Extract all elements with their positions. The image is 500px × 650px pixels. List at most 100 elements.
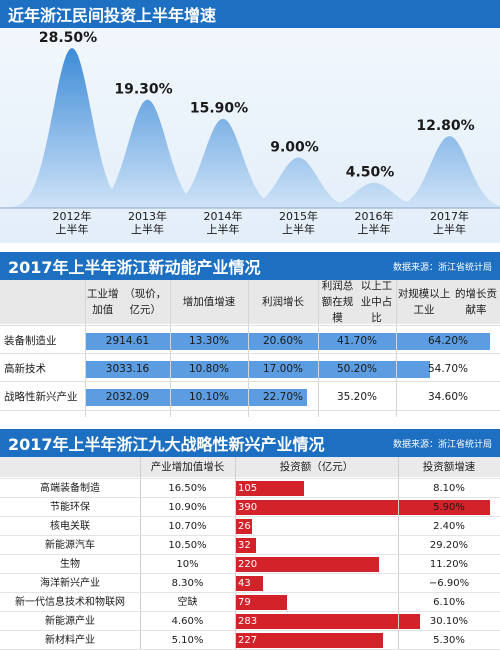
table-row: 生物 10% 220 11.20% xyxy=(0,555,500,574)
investment-bar xyxy=(235,576,264,591)
industry-name: 海洋新兴产业 xyxy=(40,578,100,589)
row-label: 装备制造业 xyxy=(4,335,57,347)
table-cell: 10.80% xyxy=(188,363,230,375)
column-header: 产业增加值增长 xyxy=(140,457,235,477)
table-cell: 34.60% xyxy=(427,391,469,403)
row-bar xyxy=(85,389,308,406)
column-header-text: （现价，亿元） xyxy=(124,288,167,316)
industry-name: 节能环保 xyxy=(50,502,90,513)
table-cell: 3033.16 xyxy=(105,363,150,375)
investment-value: 390 xyxy=(238,502,258,513)
column-header-text: 增加值增速 xyxy=(182,296,236,308)
column-divider xyxy=(398,457,399,650)
table-row: 核电关联 10.70% 26 2.40% xyxy=(0,517,500,536)
value-added-growth: 10% xyxy=(176,559,199,570)
column-header-text: 对规模以上工业 xyxy=(397,288,451,316)
x-tick-label: 上半年 xyxy=(282,222,315,236)
investment-growth: 8.10% xyxy=(433,483,465,494)
investment-value: 105 xyxy=(238,483,258,494)
table-header-row: 工业增加值 （现价，亿元） 增加值增速 利润增长 利润总额在规模 以上工业中占比 对规模以上… xyxy=(0,280,500,324)
row-divider xyxy=(0,630,500,631)
table-cell: 20.60% xyxy=(262,335,304,347)
column-header: 利润总额在规模 以上工业中占比 xyxy=(318,280,396,324)
column-header-text: 利润增长 xyxy=(262,296,304,308)
table-cell: 54.70% xyxy=(427,363,469,375)
column-header-text: 利润总额在规模 xyxy=(321,280,354,324)
x-tick-label: 2016年 xyxy=(355,209,394,223)
investment-value: 283 xyxy=(238,616,258,627)
row-divider xyxy=(0,325,500,326)
investment-bar xyxy=(235,614,421,629)
row-bar xyxy=(85,361,431,378)
value-added-growth: 10.90% xyxy=(168,502,207,513)
table-cell: 22.70% xyxy=(262,391,304,403)
row-divider xyxy=(0,381,500,382)
new-momentum-header: 2017年上半年浙江新动能产业情况 数据来源：浙江省统计局 xyxy=(0,252,500,280)
investment-bar xyxy=(235,633,384,648)
table-cell: 35.20% xyxy=(336,391,378,403)
row-divider xyxy=(0,410,500,411)
x-tick-label: 上半年 xyxy=(207,222,240,236)
x-tick-label: 上半年 xyxy=(131,222,164,236)
x-tick-label: 2017年 xyxy=(430,209,469,223)
investment-value: 79 xyxy=(238,597,251,608)
investment-growth: 6.10% xyxy=(433,597,465,608)
column-header: 增加值增速 xyxy=(170,280,248,324)
row-divider xyxy=(0,353,500,354)
row-divider xyxy=(0,554,500,555)
growth-area-series xyxy=(0,48,500,208)
investment-growth: 29.20% xyxy=(429,540,469,551)
industry-name: 新能源产业 xyxy=(45,616,95,627)
investment-value: 43 xyxy=(238,578,251,589)
column-divider xyxy=(170,280,171,417)
table-row: 高端装备制造 16.50% 105 8.10% xyxy=(0,479,500,498)
row-divider xyxy=(0,592,500,593)
column-divider xyxy=(396,280,397,417)
column-header: 投资额（亿元） xyxy=(235,457,398,477)
investment-growth: −6.90% xyxy=(428,578,470,589)
row-divider xyxy=(0,573,500,574)
row-label: 高新技术 xyxy=(4,363,46,375)
table-row: 海洋新兴产业 8.30% 43 −6.90% xyxy=(0,574,500,593)
investment-value: 26 xyxy=(238,521,251,532)
x-tick-label: 上半年 xyxy=(358,222,391,236)
column-divider xyxy=(248,280,249,417)
data-label: 15.90% xyxy=(190,101,248,117)
column-header-text: 工业增加值 xyxy=(86,288,119,316)
table-cell: 13.30% xyxy=(188,335,230,347)
data-label: 9.00% xyxy=(270,139,319,155)
table-row: 装备制造业 2914.61 13.30% 20.60% 41.70% 64.20% xyxy=(0,326,500,356)
x-tick-label: 2014年 xyxy=(204,209,243,223)
table-cell: 2914.61 xyxy=(105,335,150,347)
growth-chart-title: 近年浙江民间投资上半年增速 xyxy=(8,6,217,25)
column-divider xyxy=(140,457,141,650)
row-divider xyxy=(0,611,500,612)
table-cell: 50.20% xyxy=(336,363,378,375)
column-header-blank xyxy=(0,457,140,477)
value-added-growth: 10.50% xyxy=(168,540,207,551)
table-cell: 2032.09 xyxy=(105,391,150,403)
table-cell: 10.10% xyxy=(188,391,230,403)
industry-name: 核电关联 xyxy=(50,521,90,532)
x-tick-label: 2013年 xyxy=(128,209,167,223)
column-header-text: 以上工业中占比 xyxy=(360,280,393,324)
column-divider xyxy=(235,457,236,650)
table-cell: 17.00% xyxy=(262,363,304,375)
value-added-growth: 10.70% xyxy=(168,521,207,532)
column-header: 对规模以上工业 的增长贡献率 xyxy=(396,280,500,324)
x-tick-label: 上半年 xyxy=(56,222,89,236)
data-label: 4.50% xyxy=(346,165,395,181)
table-row: 新能源汽车 10.50% 32 29.20% xyxy=(0,536,500,555)
column-header: 投资额增速 xyxy=(398,457,500,477)
column-divider xyxy=(85,280,86,417)
row-divider xyxy=(0,516,500,517)
table-row: 节能环保 10.90% 390 5.90% xyxy=(0,498,500,517)
table-row: 高新技术 3033.16 10.80% 17.00% 50.20% 54.70% xyxy=(0,354,500,384)
emerging-industry-source: 数据来源：浙江省统计局 xyxy=(392,439,492,450)
investment-growth: 2.40% xyxy=(433,521,465,532)
investment-bar xyxy=(235,595,287,610)
row-divider xyxy=(0,497,500,498)
new-momentum-title: 2017年上半年浙江新动能产业情况 xyxy=(8,258,261,277)
investment-bar xyxy=(235,481,304,496)
